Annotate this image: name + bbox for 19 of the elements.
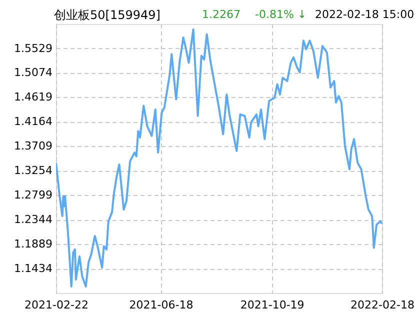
y-tick-label: 1.4164	[14, 115, 52, 128]
x-tick-label: 2021-02-22	[24, 298, 88, 312]
line-series	[56, 28, 382, 288]
y-tick-label: 1.3709	[14, 140, 52, 153]
text: -0.81% ↓	[255, 8, 307, 21]
y-tick-label: 1.4619	[14, 90, 52, 104]
y-tick-label: 1.1434	[14, 262, 52, 276]
y-tick-label: 1.3254	[14, 164, 52, 178]
y-tick-label: 1.2799	[14, 188, 52, 202]
text: 1.2267	[202, 8, 240, 21]
text: 2022-02-18 15:00	[315, 8, 414, 21]
x-tick-label: 2022-02-18	[350, 298, 414, 312]
y-tick-label: 1.1889	[14, 238, 52, 251]
x-tick-label: 2021-10-19	[240, 298, 304, 312]
y-tick-label: 1.5074	[14, 66, 52, 80]
y-tick-label: 1.5529	[14, 42, 52, 55]
chart-title: 创业板50[159949]	[54, 8, 160, 22]
y-tick-label: 1.2344	[14, 213, 52, 226]
x-tick-label: 2021-06-18	[129, 298, 194, 312]
